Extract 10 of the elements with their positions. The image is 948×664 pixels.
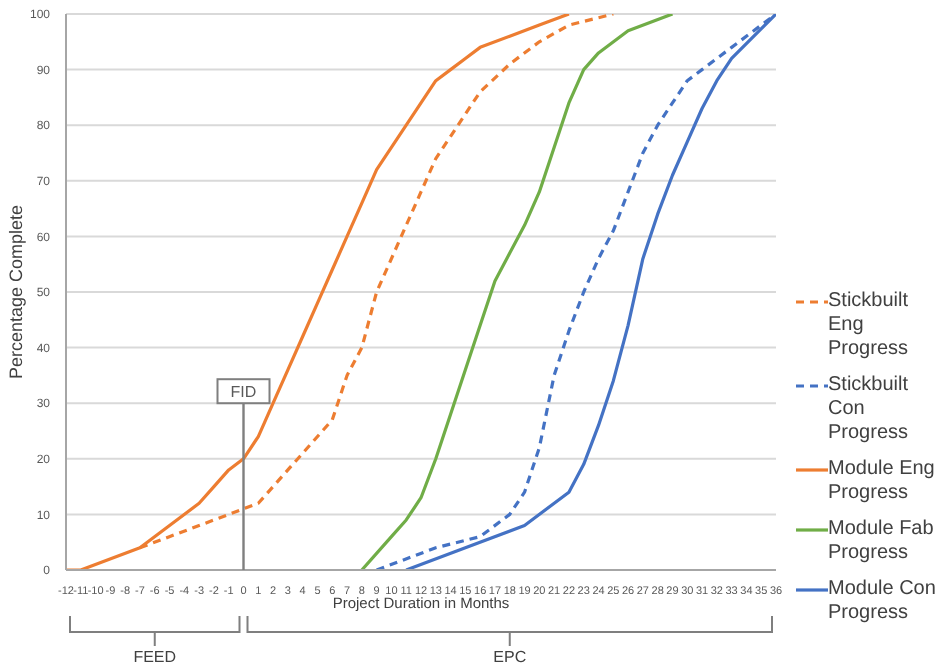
text: FEED bbox=[133, 648, 177, 664]
legend-label: Stickbuilt Con Progress bbox=[828, 374, 911, 446]
legend-label: Module Eng Progress bbox=[828, 458, 936, 506]
text: EPC bbox=[493, 648, 527, 664]
y-axis-title: Percentage Complete bbox=[6, 204, 27, 380]
line-series bbox=[360, 14, 675, 570]
legend-label: Module Fab Progress bbox=[828, 518, 936, 566]
ref-line-label: FID bbox=[230, 383, 257, 402]
legend-label: Module Con Progress bbox=[828, 578, 936, 626]
legend-label: Stickbuilt Eng Progress bbox=[828, 290, 911, 362]
